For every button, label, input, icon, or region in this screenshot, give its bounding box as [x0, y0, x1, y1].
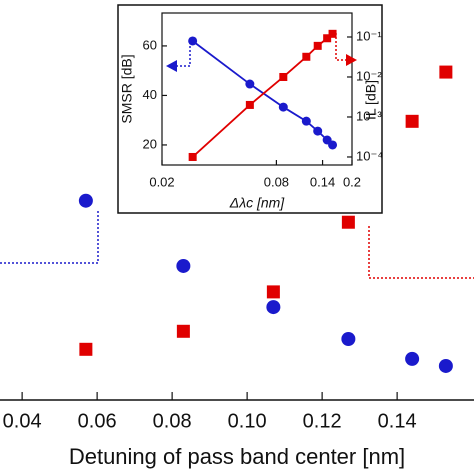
circle-point — [78, 193, 93, 208]
x-tick-label: 0.14 — [310, 174, 335, 189]
x-tick-label: 0.08 — [153, 410, 192, 432]
y-tick-label: 60 — [143, 37, 157, 52]
circle-point — [266, 300, 281, 315]
inset-y-title: SMSR [dB] — [119, 54, 135, 123]
blue-guide — [0, 210, 99, 264]
square-point — [439, 65, 453, 79]
circle-point — [301, 116, 311, 126]
square-point — [266, 285, 280, 299]
x-tick-label: 0.08 — [264, 174, 289, 189]
square-point — [279, 72, 288, 81]
x-tick-label: 0.02 — [149, 174, 174, 189]
square-point — [323, 34, 332, 43]
y2-tick-label: 10⁻² — [356, 68, 382, 83]
blue-arrow — [172, 42, 191, 67]
circle-point — [405, 351, 420, 366]
inset-x-title: Δλc [nm] — [229, 195, 286, 211]
inset-y2-title: IL [dB] — [363, 80, 379, 120]
square-point — [188, 152, 197, 161]
x-tick-label: 0.06 — [78, 410, 117, 432]
y2-tick-label: 10⁻¹ — [356, 28, 382, 43]
x-tick-label: 0.10 — [228, 410, 267, 432]
square-point — [341, 215, 355, 229]
red-arrow — [335, 33, 350, 61]
x-axis-title: Detuning of pass band center [nm] — [69, 444, 405, 469]
circle-point — [188, 36, 198, 46]
y-tick-label: 20 — [143, 136, 157, 151]
y2-tick-label: 10⁻³ — [356, 108, 382, 123]
circle-point — [245, 79, 255, 89]
square-point — [245, 100, 254, 109]
circle-point — [438, 358, 453, 373]
square-point — [313, 41, 322, 50]
square-point — [405, 114, 419, 128]
square-point — [302, 52, 311, 61]
square-point — [328, 29, 337, 38]
circle-point — [278, 102, 288, 112]
y2-tick-label: 10⁻⁴ — [356, 148, 383, 163]
square-point — [79, 342, 93, 356]
red-guide — [368, 226, 474, 279]
x-tick-label: 0.2 — [343, 174, 361, 189]
x-tick-label: 0.14 — [378, 410, 417, 432]
red-arrow-head — [346, 54, 357, 66]
circle-point — [328, 140, 338, 150]
inset-plot-box — [161, 12, 353, 166]
circle-point — [176, 258, 191, 273]
blue-arrow-head — [166, 60, 177, 72]
circle-point — [341, 332, 356, 347]
circle-point — [313, 126, 323, 136]
square-point — [176, 324, 190, 338]
x-tick-label: 0.04 — [3, 410, 42, 432]
x-tick-label: 0.12 — [303, 410, 342, 432]
y-tick-label: 40 — [143, 87, 157, 102]
